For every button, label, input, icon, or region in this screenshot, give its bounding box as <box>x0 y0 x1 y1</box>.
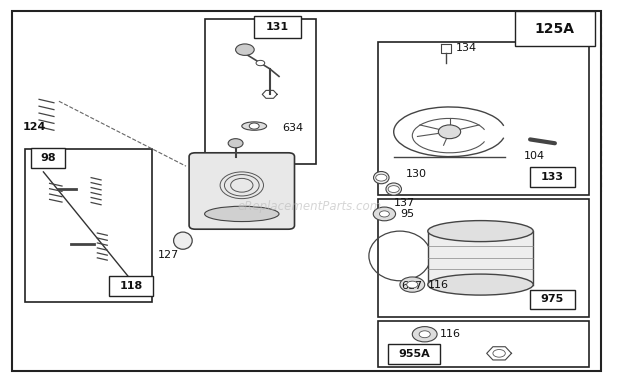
Bar <box>378 42 589 195</box>
Circle shape <box>412 327 437 342</box>
Text: 955A: 955A <box>398 349 430 359</box>
Text: 134: 134 <box>456 43 477 53</box>
Text: 137: 137 <box>394 198 415 208</box>
Bar <box>378 321 589 367</box>
Text: 116: 116 <box>440 329 461 339</box>
Circle shape <box>249 123 259 129</box>
Bar <box>372 15 601 191</box>
Text: 118: 118 <box>119 281 143 291</box>
Circle shape <box>400 277 425 292</box>
Circle shape <box>379 211 389 217</box>
Text: 127: 127 <box>158 250 179 260</box>
Ellipse shape <box>174 232 192 249</box>
Bar <box>515 11 595 46</box>
Bar <box>530 290 575 309</box>
Ellipse shape <box>428 274 533 295</box>
Bar <box>25 149 152 302</box>
FancyBboxPatch shape <box>189 153 294 229</box>
Circle shape <box>228 139 243 148</box>
Circle shape <box>493 350 505 357</box>
Text: 124: 124 <box>22 122 46 132</box>
Bar <box>388 344 440 364</box>
Circle shape <box>373 207 396 221</box>
Bar <box>155 15 384 313</box>
Text: 634: 634 <box>282 123 303 133</box>
Bar <box>378 199 589 317</box>
Bar <box>428 231 533 285</box>
Ellipse shape <box>242 122 267 130</box>
Text: 975: 975 <box>541 295 564 304</box>
Text: 125A: 125A <box>535 22 575 36</box>
Ellipse shape <box>205 206 279 222</box>
Bar <box>205 19 316 164</box>
Ellipse shape <box>428 221 533 242</box>
Ellipse shape <box>386 183 402 195</box>
Text: 617: 617 <box>402 281 423 291</box>
Text: 95: 95 <box>400 209 414 219</box>
Text: eReplacementParts.com: eReplacementParts.com <box>238 200 382 213</box>
Text: 131: 131 <box>266 22 289 32</box>
Text: 98: 98 <box>40 153 56 163</box>
Circle shape <box>438 125 461 139</box>
Circle shape <box>236 44 254 55</box>
Circle shape <box>407 281 418 288</box>
Text: 130: 130 <box>406 169 427 179</box>
Bar <box>530 167 575 187</box>
Text: 133: 133 <box>541 172 564 182</box>
Bar <box>31 148 65 168</box>
Ellipse shape <box>373 172 389 184</box>
Circle shape <box>388 186 399 193</box>
Circle shape <box>376 174 387 181</box>
Bar <box>254 16 301 38</box>
Text: 116: 116 <box>428 280 449 290</box>
Bar <box>108 276 153 296</box>
Text: 104: 104 <box>524 151 545 161</box>
Circle shape <box>419 331 430 338</box>
Circle shape <box>256 60 265 66</box>
